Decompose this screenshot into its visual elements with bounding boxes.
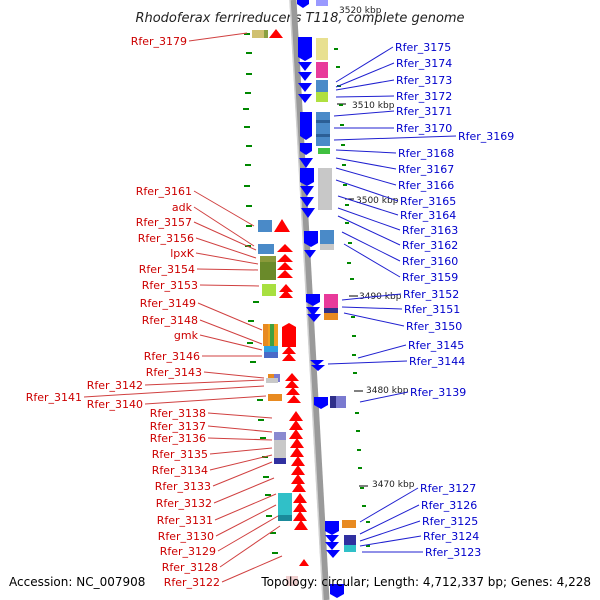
right-gene-label: Rfer_3160 — [402, 255, 458, 268]
right-gene-label: Rfer_3173 — [396, 74, 452, 87]
right-gene-label: Rfer_3164 — [400, 209, 456, 222]
right-gene-label: Rfer_3152 — [403, 288, 459, 301]
right-gene-label: Rfer_3144 — [409, 355, 465, 368]
right-gene-label: Rfer_3174 — [396, 57, 452, 70]
right-gene-label: Rfer_3175 — [395, 41, 451, 54]
genome-summary: Topology: circular; Length: 4,712,337 bp… — [260, 575, 591, 589]
left-gene-label: Rfer_3134 — [152, 464, 208, 477]
left-gene-label: Rfer_3131 — [157, 514, 213, 527]
map-title: Rhodoferax ferrireducens T118, complete … — [135, 11, 464, 26]
scale-label-3510: 3510 kbp — [352, 101, 395, 111]
right-gene-label: Rfer_3159 — [402, 271, 458, 284]
left-gene-label: Rfer_3153 — [142, 279, 198, 292]
left-gene-label: gmk — [174, 329, 199, 342]
label-leaders — [83, 32, 457, 583]
right-gene-label: Rfer_3170 — [396, 122, 452, 135]
left-gene-label: Rfer_3128 — [162, 561, 218, 574]
left-gene-label: Rfer_3138 — [150, 407, 206, 420]
right-gene-label: Rfer_3139 — [410, 386, 466, 399]
right-gene-label: Rfer_3172 — [396, 90, 452, 103]
left-gene-label: Rfer_3122 — [164, 576, 220, 589]
left-gene-label: Rfer_3143 — [146, 366, 202, 379]
left-gene-label: Rfer_3156 — [138, 232, 194, 245]
accession-label: Accession: NC_007908 — [9, 575, 145, 589]
right-gene-label: Rfer_3165 — [400, 195, 456, 208]
scale-label-3490: 3490 kbp — [359, 292, 402, 302]
left-gene-label: Rfer_3142 — [87, 379, 143, 392]
left-gene-label: Rfer_3132 — [156, 497, 212, 510]
left-gene-label: Rfer_3135 — [152, 448, 208, 461]
scale-label-3500: 3500 kbp — [356, 196, 399, 206]
right-gene-label: Rfer_3169 — [458, 130, 514, 143]
left-gene-label: Rfer_3157 — [136, 216, 192, 229]
right-labels: Rfer_3175 Rfer_3174 Rfer_3173 Rfer_3172 Rfer… — [395, 41, 514, 559]
left-gene-label: Rfer_3136 — [150, 432, 206, 445]
left-gene-label: Rfer_3140 — [87, 398, 143, 411]
gene-features — [252, 0, 356, 598]
right-gene-label: Rfer_3163 — [402, 224, 458, 237]
left-gene-label: lpxK — [170, 247, 195, 260]
right-gene-label: Rfer_3127 — [420, 482, 476, 495]
right-gene-label: Rfer_3162 — [402, 239, 458, 252]
right-gene-label: Rfer_3145 — [408, 339, 464, 352]
right-gene-label: Rfer_3123 — [425, 546, 481, 559]
left-gene-label: Rfer_3130 — [158, 530, 214, 543]
left-gene-label: adk — [172, 201, 193, 214]
right-gene-label: Rfer_3125 — [422, 515, 478, 528]
scale-label-3480: 3480 kbp — [366, 386, 409, 396]
right-gene-label: Rfer_3171 — [396, 105, 452, 118]
right-gene-label: Rfer_3126 — [421, 499, 477, 512]
left-gene-label: Rfer_3161 — [136, 185, 192, 198]
right-gene-label: Rfer_3150 — [406, 320, 462, 333]
left-gene-label: Rfer_3149 — [140, 297, 196, 310]
left-gene-label: Rfer_3148 — [142, 314, 198, 327]
left-gene-label: Rfer_3129 — [160, 545, 216, 558]
right-gene-label: Rfer_3167 — [398, 163, 454, 176]
left-gene-label: Rfer_3137 — [150, 420, 206, 433]
left-gene-label: Rfer_3179 — [131, 35, 187, 48]
left-gene-label: Rfer_3154 — [139, 263, 195, 276]
scale-label-3470: 3470 kbp — [372, 480, 415, 490]
left-gene-label: Rfer_3146 — [144, 350, 200, 363]
right-gene-label: Rfer_3151 — [404, 303, 460, 316]
scale-label-3520: 3520 kbp — [339, 6, 382, 16]
left-gene-label: Rfer_3133 — [155, 480, 211, 493]
left-gene-label: Rfer_3141 — [26, 391, 82, 404]
right-gene-label: Rfer_3166 — [398, 179, 454, 192]
right-gene-label: Rfer_3168 — [398, 147, 454, 160]
right-gene-label: Rfer_3124 — [423, 530, 479, 543]
